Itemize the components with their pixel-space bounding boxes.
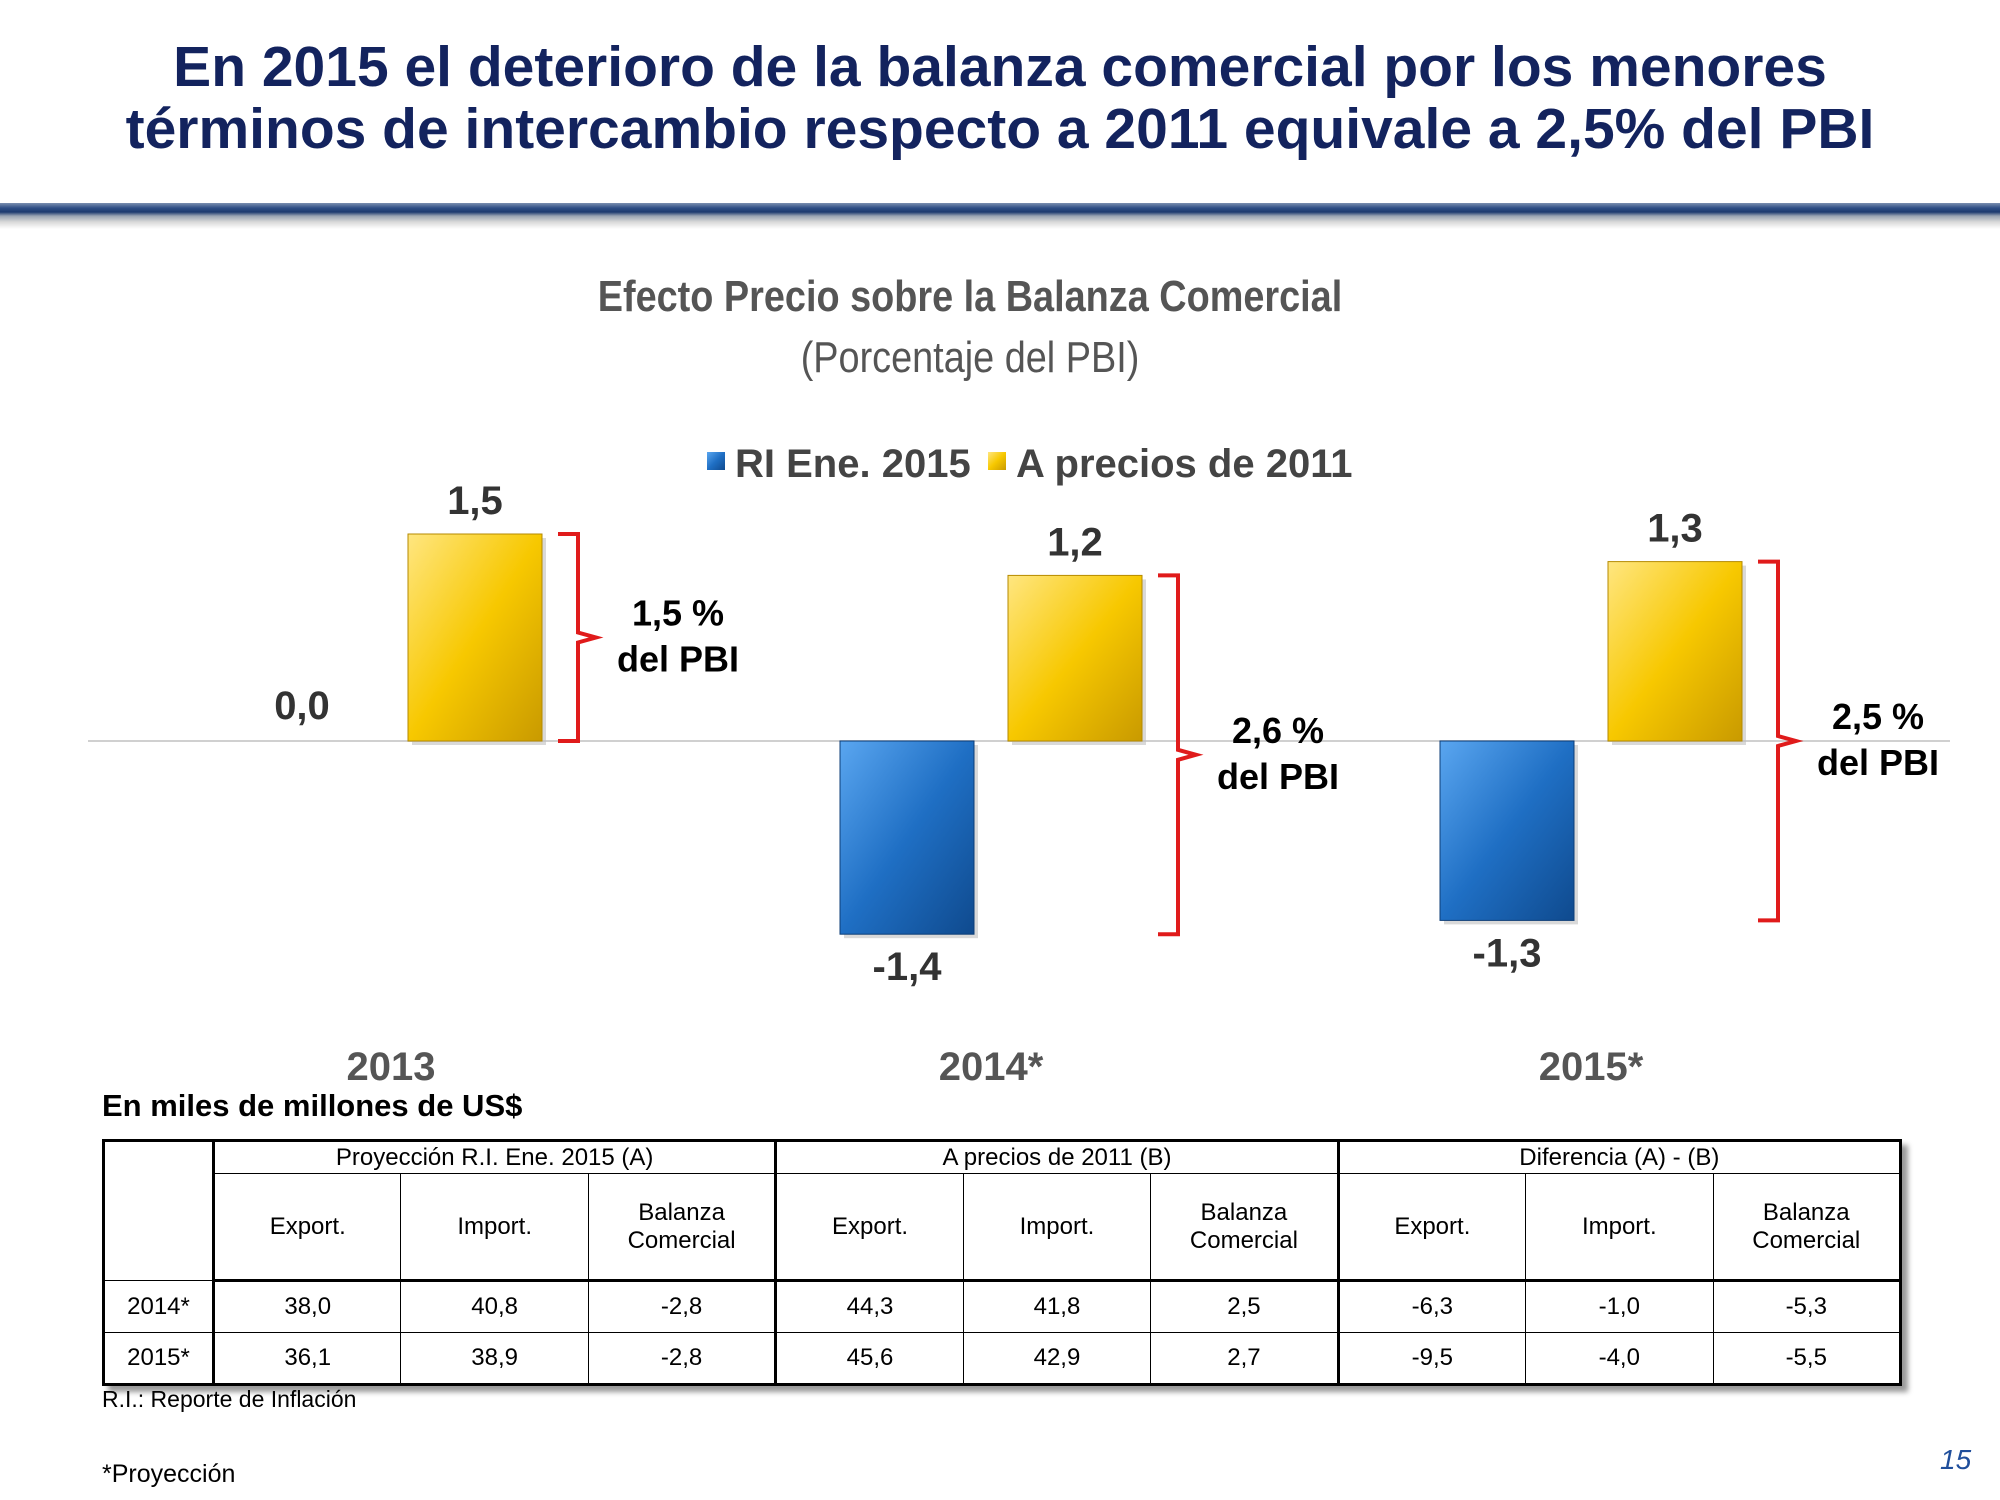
difference-bracket bbox=[1758, 559, 1804, 923]
table-row: 2014* 38,0 40,8 -2,8 44,3 41,8 2,5 -6,3 -1,0 -5,3 bbox=[103, 1280, 1901, 1333]
table-subheader: Import. bbox=[1525, 1173, 1714, 1282]
footnote-ri: R.I.: Reporte de Inflación bbox=[102, 1386, 357, 1412]
legend-label-ri: RI Ene. 2015 bbox=[735, 442, 971, 486]
legend-swatch-ri bbox=[707, 452, 725, 470]
table-cell: 45,6 bbox=[774, 1332, 964, 1385]
table-subheader: Export. bbox=[774, 1173, 964, 1282]
bracket-annotation-value: 2,5 % bbox=[1832, 696, 1924, 737]
table-subheader: Balanza Comercial bbox=[587, 1173, 777, 1282]
bar-2011 bbox=[1607, 561, 1743, 742]
bar-ri bbox=[839, 740, 975, 935]
page-number: 15 bbox=[1940, 1444, 1972, 1475]
table-subheader-line: Balanza bbox=[1762, 1198, 1850, 1226]
table-cell: 42,9 bbox=[962, 1332, 1152, 1385]
table-row-label: 2015* bbox=[103, 1332, 214, 1385]
bracket-annotation-value: 2,6 % bbox=[1232, 710, 1324, 751]
table-subheader: Export. bbox=[211, 1173, 402, 1282]
table-cell: 40,8 bbox=[400, 1280, 589, 1333]
table-subheader-line: Comercial bbox=[627, 1226, 736, 1254]
title-divider bbox=[0, 203, 2000, 229]
table-subheader-line: Balanza bbox=[1200, 1198, 1288, 1226]
table-cell: -1,0 bbox=[1525, 1280, 1714, 1333]
x-tick-label: 2015* bbox=[1539, 1045, 1644, 1089]
bar-2011 bbox=[1007, 574, 1143, 742]
table-group-header: A precios de 2011 (B) bbox=[774, 1140, 1339, 1174]
table-caption: En miles de millones de US$ bbox=[102, 1088, 523, 1123]
legend-label-2011: A precios de 2011 bbox=[1016, 442, 1352, 486]
table-subheader: Import. bbox=[400, 1173, 589, 1282]
table-cell: 38,9 bbox=[400, 1332, 589, 1385]
difference-bracket bbox=[558, 532, 604, 743]
table-subheader-line: Comercial bbox=[1189, 1226, 1298, 1254]
table-subheader-line: Balanza bbox=[638, 1198, 725, 1226]
data-table: Proyección R.I. Ene. 2015 (A) A precios … bbox=[102, 1139, 1902, 1386]
table-cell: 36,1 bbox=[211, 1332, 402, 1385]
table-subheader-line: Import. bbox=[1581, 1212, 1657, 1240]
table-cell: 44,3 bbox=[774, 1280, 964, 1333]
table-subheader-line: Export. bbox=[832, 1212, 909, 1240]
table-cell: -6,3 bbox=[1336, 1280, 1527, 1333]
bar-ri bbox=[1439, 740, 1575, 921]
table-cell: -5,5 bbox=[1712, 1332, 1901, 1385]
table-corner bbox=[103, 1140, 214, 1174]
table-row-label: 2014* bbox=[103, 1280, 214, 1333]
chart-title: Efecto Precio sobre la Balanza Comercial bbox=[597, 272, 1343, 321]
table-row: 2015* 36,1 38,9 -2,8 45,6 42,9 2,7 -9,5 -4,0 -5,5 bbox=[103, 1332, 1901, 1385]
value-label: -1,4 bbox=[873, 945, 943, 989]
table-cell: 41,8 bbox=[962, 1280, 1152, 1333]
bracket-annotation-unit: del PBI bbox=[1817, 742, 1939, 783]
table-cell: -2,8 bbox=[587, 1280, 777, 1333]
table-subheader-line: Comercial bbox=[1752, 1226, 1861, 1254]
value-label: 1,3 bbox=[1647, 507, 1703, 551]
slide-title-line-2: términos de intercambio respecto a 2011 … bbox=[125, 97, 1875, 161]
bracket-annotation-value: 1,5 % bbox=[632, 593, 724, 634]
table-subheader: Import. bbox=[962, 1173, 1152, 1282]
value-label: -1,3 bbox=[1473, 931, 1542, 975]
table-cell: -5,3 bbox=[1712, 1280, 1901, 1333]
table-subheader-line: Export. bbox=[1394, 1212, 1471, 1240]
slide-title: En 2015 el deterioro de la balanza comer… bbox=[20, 36, 1980, 160]
table-subheader: Balanza Comercial bbox=[1712, 1173, 1901, 1282]
table-group-header: Diferencia (A) - (B) bbox=[1336, 1140, 1902, 1174]
value-label: 1,5 bbox=[447, 479, 503, 523]
table-cell: -9,5 bbox=[1336, 1332, 1527, 1385]
difference-bracket bbox=[1158, 573, 1204, 937]
table-cell: -2,8 bbox=[587, 1332, 777, 1385]
chart-subtitle: (Porcentaje del PBI) bbox=[800, 333, 1140, 382]
table-cell: 2,7 bbox=[1150, 1332, 1339, 1385]
bracket-annotation-unit: del PBI bbox=[617, 639, 739, 680]
table-cell: -4,0 bbox=[1525, 1332, 1714, 1385]
table-subheader-line: Import. bbox=[457, 1212, 532, 1240]
value-label: 1,2 bbox=[1047, 520, 1103, 564]
legend-swatch-2011 bbox=[988, 452, 1006, 470]
bar-chart: RI Ene. 2015 A precios de 2011 0,0 1,5 -1,… bbox=[88, 442, 1950, 1089]
x-tick-label: 2014* bbox=[939, 1045, 1044, 1089]
table-subheader: Balanza Comercial bbox=[1150, 1173, 1339, 1282]
table-subheader-line: Export. bbox=[269, 1212, 346, 1240]
x-tick-label: 2013 bbox=[347, 1045, 436, 1089]
slide-title-line-1: En 2015 el deterioro de la balanza comer… bbox=[173, 35, 1827, 99]
table-subheader: Export. bbox=[1336, 1173, 1527, 1282]
table-group-header: Proyección R.I. Ene. 2015 (A) bbox=[211, 1140, 777, 1174]
bracket-annotation-unit: del PBI bbox=[1217, 756, 1339, 797]
footnote-projection: *Proyección bbox=[102, 1460, 236, 1488]
table-cell: 2,5 bbox=[1150, 1280, 1339, 1333]
value-label: 0,0 bbox=[274, 684, 330, 728]
table-subheader-line: Import. bbox=[1019, 1212, 1095, 1240]
bar-2011 bbox=[407, 533, 543, 742]
chart-legend: RI Ene. 2015 A precios de 2011 bbox=[707, 442, 1352, 486]
table-corner bbox=[103, 1173, 214, 1281]
table-cell: 38,0 bbox=[211, 1280, 402, 1333]
